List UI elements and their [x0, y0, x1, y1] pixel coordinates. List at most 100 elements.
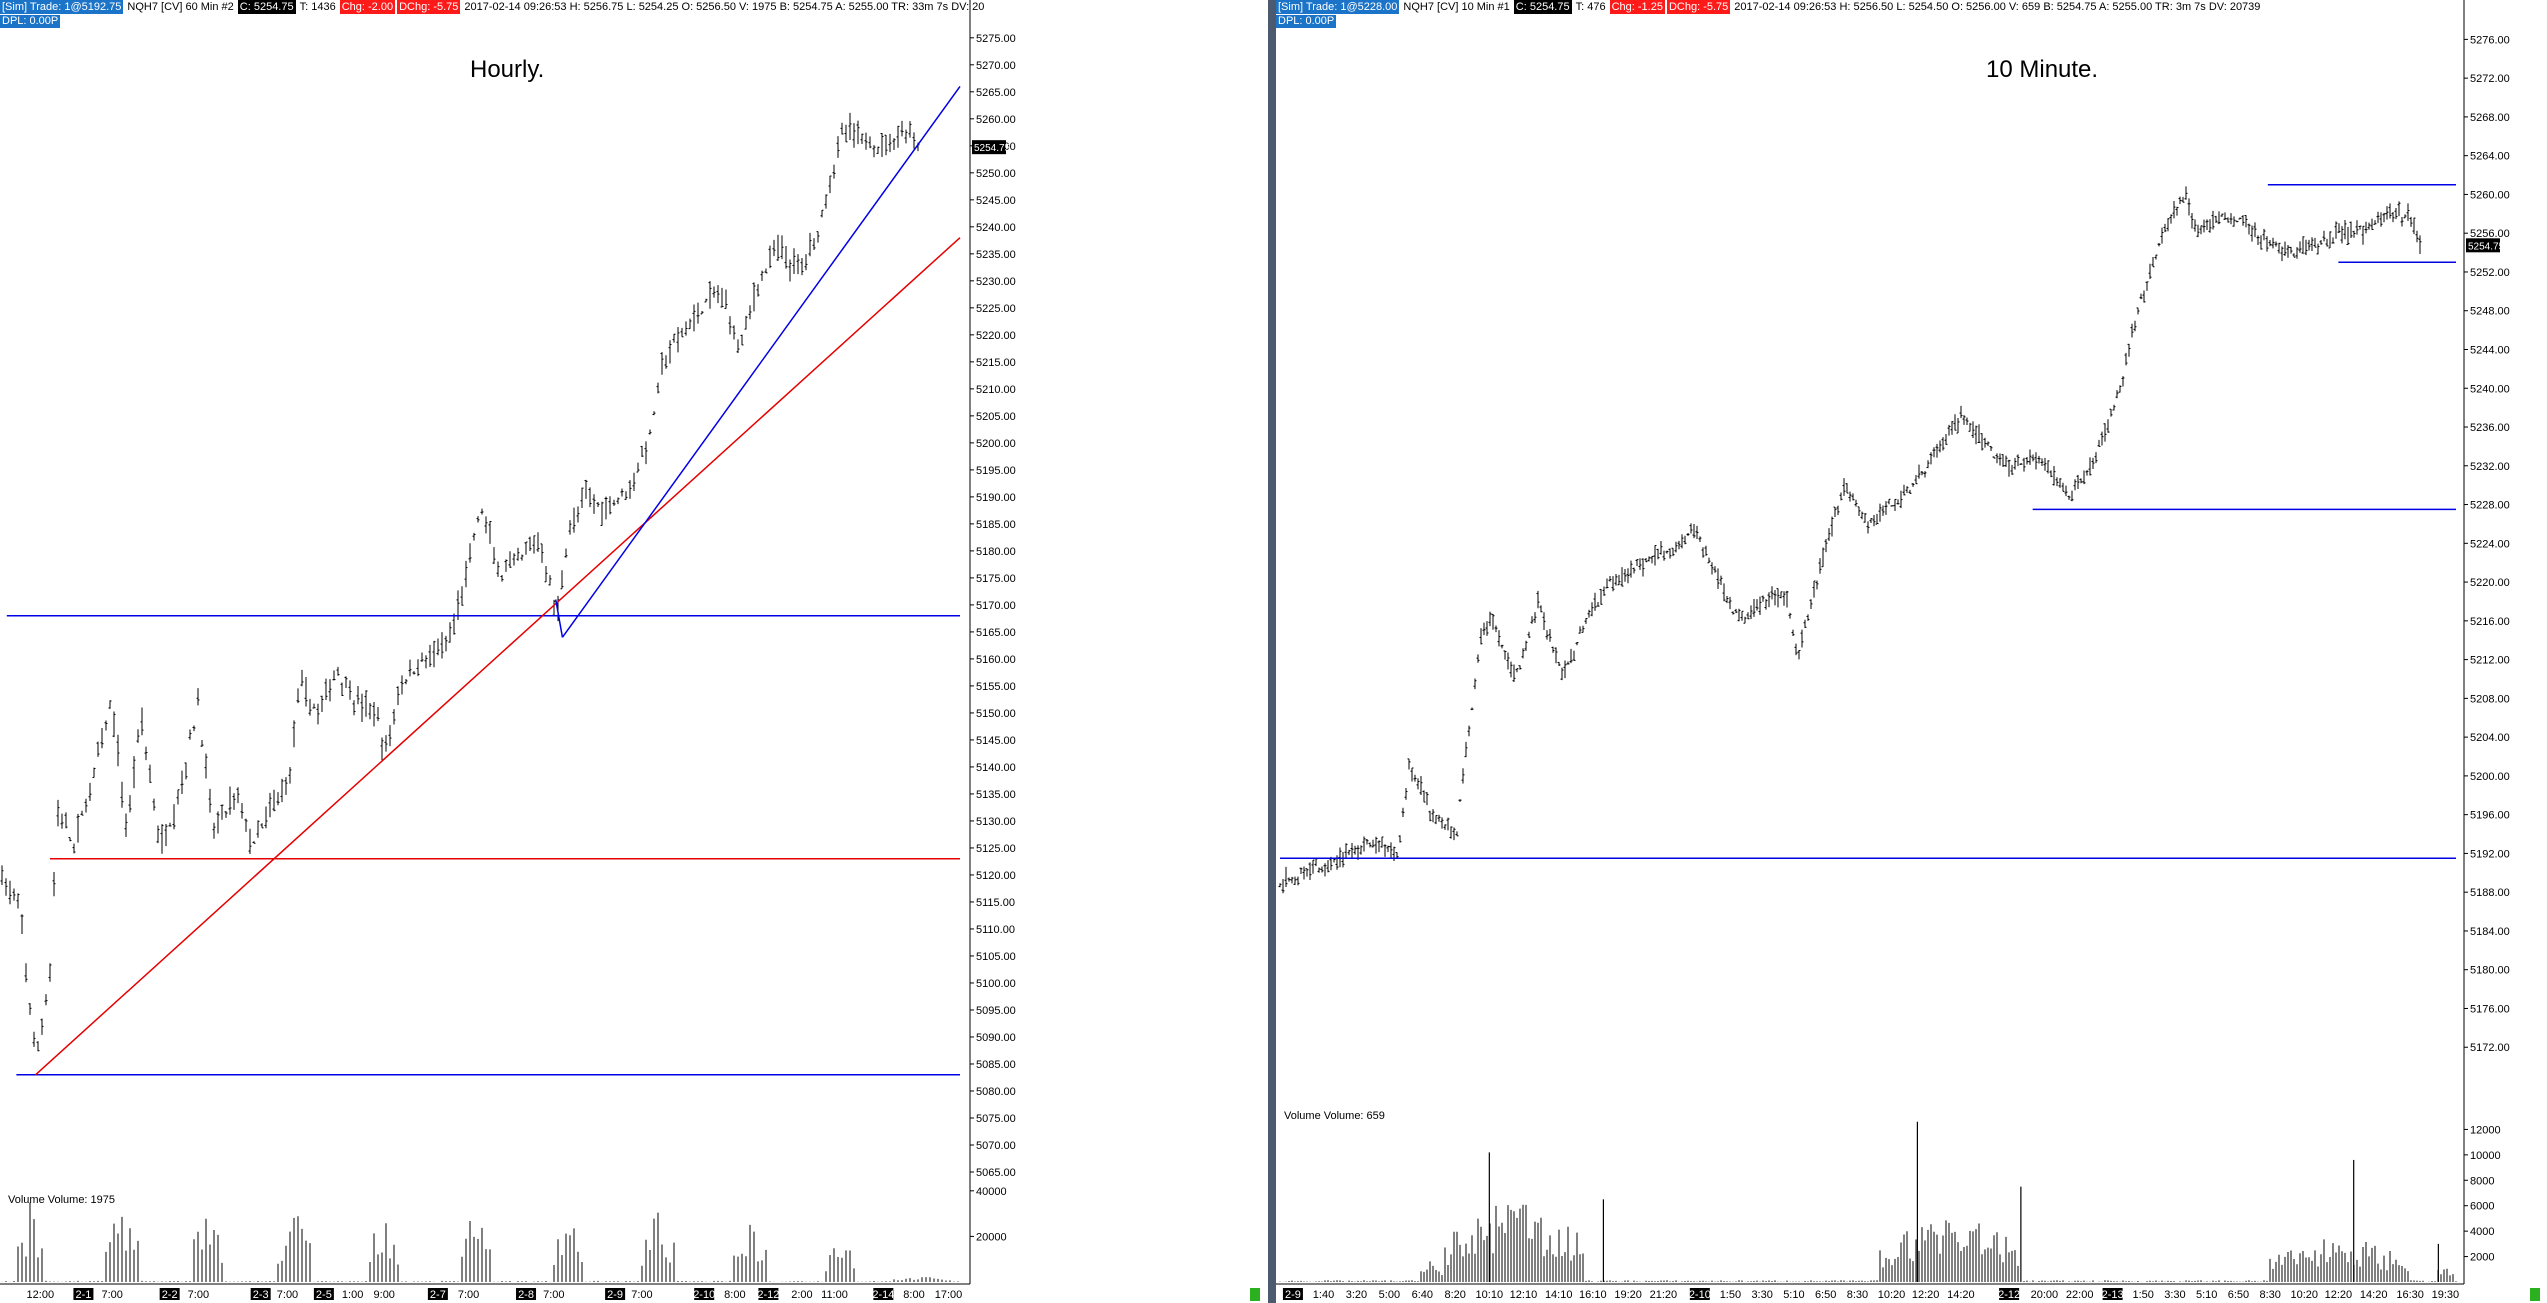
- date-marker-box: [873, 1288, 894, 1300]
- time-tick-label: 6:40: [1412, 1289, 1433, 1301]
- time-tick-label: 9:00: [374, 1289, 395, 1301]
- tick-count: T: 1436: [299, 1, 336, 13]
- time-tick-label: 10:20: [1878, 1289, 1906, 1301]
- chart-title: 10 Minute.: [1986, 56, 2099, 83]
- y-tick-label: 5268.00: [2470, 112, 2510, 124]
- time-tick-label: 7:00: [277, 1289, 298, 1301]
- date-marker-label: 2-9: [607, 1289, 623, 1301]
- time-tick-label: 3:20: [1346, 1289, 1367, 1301]
- y-tick-label: 5176.00: [2470, 1003, 2510, 1015]
- time-tick-label: 5:10: [2196, 1289, 2217, 1301]
- time-tick-label: 12:00: [27, 1289, 55, 1301]
- y-tick-label: 5110.00: [976, 924, 1015, 936]
- y-tick-label: 5248.00: [2470, 306, 2510, 318]
- y-tick-label: 5264.00: [2470, 151, 2510, 163]
- y-tick-label: 5075.00: [976, 1113, 1016, 1125]
- sim-trade-label[interactable]: [Sim] Trade: 1@5228.00: [1276, 0, 1400, 14]
- y-tick-label: 5070.00: [976, 1140, 1016, 1152]
- y-tick-label: 5196.00: [2470, 810, 2510, 822]
- volume-tick-label: 10000: [2470, 1150, 2501, 1162]
- date-marker-box: [427, 1288, 448, 1300]
- close-value: C: 5254.75: [237, 0, 296, 14]
- panel-divider[interactable]: [1268, 0, 1276, 1303]
- y-tick-label: 5224.00: [2470, 538, 2510, 550]
- volume-tick-label: 40000: [976, 1186, 1007, 1198]
- date-marker-label: 2-7: [430, 1289, 446, 1301]
- y-tick-label: 5065.00: [976, 1167, 1016, 1179]
- y-tick-label: 5240.00: [2470, 383, 2510, 395]
- date-marker-box: [1282, 1288, 1303, 1300]
- hourly-price-chart[interactable]: 5275.005270.005265.005260.005255.005250.…: [0, 0, 1268, 1303]
- date-marker-box: [516, 1288, 537, 1300]
- volume-tick-label: 2000: [2470, 1252, 2494, 1264]
- chart-header: [Sim] Trade: 1@5228.00 NQH7 [CV] 10 Min #…: [1276, 0, 2264, 14]
- date-marker-box: [758, 1288, 779, 1300]
- hourly-chart-panel[interactable]: [Sim] Trade: 1@5192.75 NQH7 [CV] 60 Min #…: [0, 0, 1268, 1303]
- date-marker-box: [159, 1288, 180, 1300]
- time-tick-label: 16:30: [2396, 1289, 2424, 1301]
- y-tick-label: 5180.00: [2470, 965, 2510, 977]
- time-tick-label: 7:00: [543, 1289, 564, 1301]
- y-tick-label: 5235.00: [976, 249, 1016, 261]
- time-tick-label: 11:00: [821, 1289, 848, 1301]
- date-marker-box: [313, 1288, 334, 1300]
- red-trend-line: [35, 237, 961, 1076]
- y-tick-label: 5232.00: [2470, 461, 2510, 473]
- volume-tick-label: 20000: [976, 1231, 1007, 1243]
- date-marker-label: 2-12: [1998, 1289, 2020, 1301]
- time-tick-label: 22:00: [2066, 1289, 2094, 1301]
- daily-change-value: DChg: -5.75: [1666, 0, 1731, 14]
- ten-minute-price-chart[interactable]: 5276.00 5272.00 5268.00 5264.00 5260.00 5256.…: [1276, 0, 2547, 1303]
- date-marker-label: 2-5: [316, 1289, 332, 1301]
- time-tick-label: 3:30: [2164, 1289, 2185, 1301]
- last-price-tag: [2466, 238, 2500, 253]
- ten-minute-chart-panel[interactable]: [Sim] Trade: 1@5228.00 NQH7 [CV] 10 Min #…: [1276, 0, 2547, 1303]
- time-tick-label: 7:00: [188, 1289, 209, 1301]
- y-tick-label: 5275.00: [976, 33, 1016, 45]
- date-marker-label: 2-2: [162, 1289, 178, 1301]
- time-tick-label: 19:30: [2432, 1289, 2460, 1301]
- y-tick-label: 5200.00: [976, 438, 1016, 450]
- time-tick-label: 3:30: [1751, 1289, 1772, 1301]
- y-tick-label: 5180.00: [976, 546, 1016, 558]
- y-tick-label: 5272.00: [2470, 73, 2510, 85]
- time-tick-label: 6:50: [1815, 1289, 1836, 1301]
- blue-trend-line: [554, 599, 564, 638]
- date-marker-box: [73, 1288, 94, 1300]
- sim-trade-label[interactable]: [Sim] Trade: 1@5192.75: [0, 0, 124, 14]
- y-tick-label: 5216.00: [2470, 616, 2510, 628]
- y-tick-label: 5236.00: [2470, 422, 2510, 434]
- y-tick-label: 5135.00: [976, 789, 1016, 801]
- time-tick-label: 16:10: [1579, 1289, 1607, 1301]
- last-price-tag: [972, 140, 1006, 155]
- time-tick-label: 1:50: [2132, 1289, 2153, 1301]
- y-tick-label: 5192.00: [2470, 848, 2510, 860]
- date-marker-label: 2-13: [2102, 1289, 2124, 1301]
- time-tick-label: 1:50: [1720, 1289, 1741, 1301]
- y-tick-label: 5256.00: [2470, 228, 2510, 240]
- y-tick-label: 5190.00: [976, 492, 1016, 504]
- time-tick-label: 14:10: [1545, 1289, 1573, 1301]
- time-tick-label: 20:00: [2031, 1289, 2059, 1301]
- date-marker-label: 2-8: [518, 1289, 534, 1301]
- date-marker-label: 2-3: [253, 1289, 269, 1301]
- date-marker-box: [1999, 1288, 2020, 1300]
- close-value: C: 5254.75: [1513, 0, 1572, 14]
- y-tick-label: 5225.00: [976, 303, 1016, 315]
- dpl-label: DPL: 0.00P: [0, 15, 61, 28]
- time-tick-label: 12:20: [2325, 1289, 2353, 1301]
- y-tick-label: 5140.00: [976, 762, 1016, 774]
- daily-change-value: DChg: -5.75: [397, 0, 461, 14]
- y-tick-label: 5080.00: [976, 1086, 1016, 1098]
- y-tick-label: 5200.00: [2470, 771, 2510, 783]
- date-marker-box: [1689, 1288, 1710, 1300]
- time-tick-label: 12:20: [1912, 1289, 1940, 1301]
- y-tick-label: 5188.00: [2470, 887, 2510, 899]
- time-tick-label: 17:00: [935, 1289, 963, 1301]
- instrument-label: NQH7 [CV] 10 Min #1: [1403, 1, 1510, 13]
- time-tick-label: 2:00: [791, 1289, 812, 1301]
- volume-label: Volume Volume: 1975: [8, 1194, 116, 1206]
- status-indicator: [1250, 1288, 1260, 1301]
- instrument-label: NQH7 [CV] 60 Min #2: [127, 1, 234, 13]
- time-tick-label: 19:20: [1614, 1289, 1642, 1301]
